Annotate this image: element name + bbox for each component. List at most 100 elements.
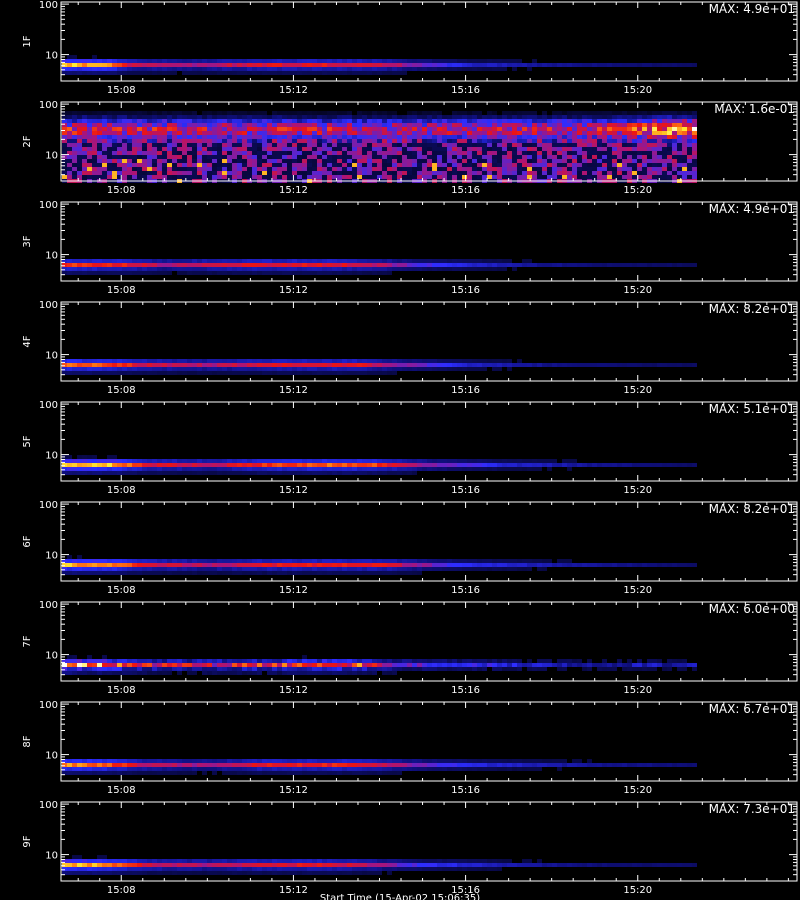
heatmap-cell (357, 267, 362, 271)
heatmap-cells (62, 655, 697, 675)
heatmap-cell (377, 67, 382, 71)
heatmap-cell (137, 135, 142, 139)
heatmap-cell (237, 567, 242, 571)
heatmap-cell (602, 127, 607, 131)
heatmap-cell (482, 115, 487, 119)
heatmap-cell (582, 147, 587, 151)
heatmap-cell (482, 259, 487, 263)
heatmap-cell (177, 467, 182, 471)
heatmap-cell (572, 163, 577, 167)
heatmap-cell (412, 119, 417, 123)
heatmap-cell (172, 363, 177, 367)
heatmap-cell (82, 147, 87, 151)
heatmap-cell (72, 59, 77, 63)
heatmap-cell (532, 175, 537, 179)
heatmap-cell (102, 151, 107, 155)
heatmap-cell (462, 175, 467, 179)
heatmap-cell (92, 55, 97, 59)
heatmap-cell (412, 359, 417, 363)
heatmap-cell (492, 467, 497, 471)
heatmap-cell (412, 571, 417, 575)
heatmap-cell (572, 175, 577, 179)
heatmap-cell (147, 115, 152, 119)
heatmap-cell (92, 135, 97, 139)
heatmap-cell (257, 111, 262, 115)
heatmap-cell (322, 567, 327, 571)
heatmap-cell (67, 71, 72, 75)
panel-label: 2F (22, 135, 33, 147)
heatmap-cell (177, 59, 182, 63)
heatmap-cell (112, 135, 117, 139)
heatmap-cell (642, 163, 647, 167)
heatmap-cell (272, 71, 277, 75)
heatmap-cell (502, 259, 507, 263)
heatmap-cell (552, 115, 557, 119)
heatmap-cell (567, 159, 572, 163)
heatmap-cell (232, 111, 237, 115)
heatmap-cell (162, 263, 167, 267)
heatmap-cell (667, 147, 672, 151)
heatmap-cell (237, 143, 242, 147)
heatmap-cell (502, 67, 507, 71)
heatmap-cell (242, 171, 247, 175)
heatmap-cell (292, 159, 297, 163)
heatmap-cell (527, 119, 532, 123)
heatmap-cell (117, 147, 122, 151)
heatmap-cell (217, 123, 222, 127)
heatmap-cell (262, 363, 267, 367)
heatmap-cell (592, 263, 597, 267)
heatmap-cell (242, 567, 247, 571)
heatmap-cell (392, 67, 397, 71)
heatmap-cell (112, 267, 117, 271)
heatmap-cell (562, 119, 567, 123)
heatmap-cell (327, 135, 332, 139)
heatmap-cell (632, 135, 637, 139)
heatmap-cell (512, 119, 517, 123)
heatmap-cell (292, 71, 297, 75)
heatmap-cell (622, 155, 627, 159)
heatmap-cell (532, 559, 537, 563)
heatmap-cell (422, 115, 427, 119)
heatmap-cell (197, 467, 202, 471)
heatmap-cell (67, 131, 72, 135)
heatmap-cell (102, 175, 107, 179)
x-tick-label: 15:12 (279, 585, 308, 596)
heatmap-cell (512, 115, 517, 119)
heatmap-cell (127, 127, 132, 131)
heatmap-cell (72, 151, 77, 155)
heatmap-cell (687, 135, 692, 139)
heatmap-cell (627, 147, 632, 151)
heatmap-cell (237, 119, 242, 123)
heatmap-cell (462, 111, 467, 115)
heatmap-cell (277, 71, 282, 75)
heatmap-cell (162, 175, 167, 179)
heatmap-cell (322, 459, 327, 463)
heatmap-cell (147, 271, 152, 275)
heatmap-cell (312, 171, 317, 175)
heatmap-cell (597, 263, 602, 267)
heatmap-cell (312, 459, 317, 463)
heatmap-cell (207, 263, 212, 267)
heatmap-cell (142, 267, 147, 271)
heatmap-cell (267, 459, 272, 463)
heatmap-cell (142, 459, 147, 463)
heatmap-cell (677, 111, 682, 115)
heatmap-cell (192, 175, 197, 179)
heatmap-cell (507, 115, 512, 119)
heatmap-cell (337, 147, 342, 151)
heatmap-cell (67, 671, 72, 675)
heatmap-cell (212, 163, 217, 167)
heatmap-cell (422, 139, 427, 143)
heatmap-cell (437, 163, 442, 167)
heatmap-cell (162, 359, 167, 363)
heatmap-cell (452, 459, 457, 463)
heatmap-cell (372, 63, 377, 67)
heatmap-cell (152, 163, 157, 167)
heatmap-cell (257, 147, 262, 151)
heatmap-cell (267, 135, 272, 139)
heatmap-cell (302, 175, 307, 179)
heatmap-cell (397, 459, 402, 463)
heatmap-cell (652, 463, 657, 467)
heatmap-cell (167, 263, 172, 267)
heatmap-cell (92, 259, 97, 263)
